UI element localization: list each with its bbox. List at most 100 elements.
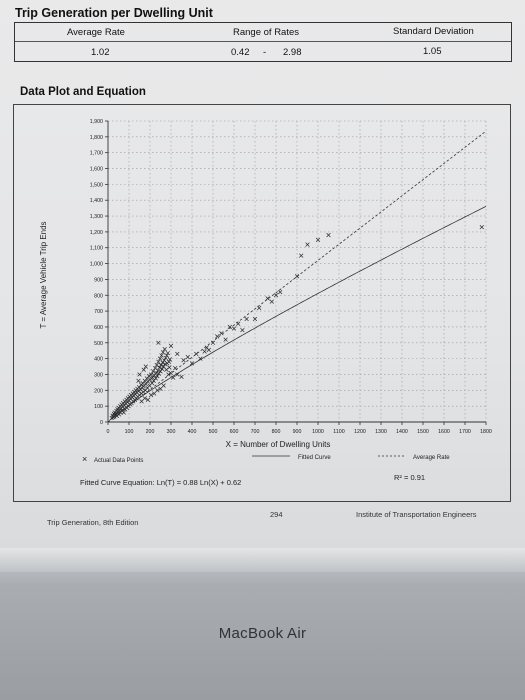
scatter-chart: 0 100 200 300 400 500 600 700 800 900 1,000 1,100 1,…: [39, 119, 492, 487]
y-tick-label: 0: [100, 420, 103, 426]
data-point: [166, 372, 171, 377]
data-point-stroke: [240, 327, 245, 333]
data-point: [143, 364, 148, 369]
data-point-stroke: [114, 413, 119, 419]
data-point: [154, 370, 159, 376]
data-point-stroke: [153, 365, 158, 371]
data-point: [167, 365, 172, 370]
y-tick-label: 1,200: [90, 230, 103, 236]
data-point: [160, 366, 165, 372]
data-point: [181, 358, 186, 363]
data-point: [150, 375, 155, 380]
data-point-stroke: [223, 337, 228, 342]
data-point: [202, 349, 207, 354]
y-tick-label: 1,900: [90, 119, 103, 125]
data-point-stroke: [161, 383, 166, 388]
y-tick-label: 500: [94, 341, 103, 347]
data-point-stroke: [273, 293, 279, 298]
data-point: [151, 369, 156, 374]
x-tick-label: 300: [167, 429, 176, 435]
data-point-stroke: [150, 375, 155, 380]
range-low-value: 0.42: [231, 47, 250, 58]
y-tick-label: 400: [94, 357, 103, 363]
data-point: [223, 337, 228, 342]
data-point: [166, 359, 172, 364]
data-point-stroke: [142, 396, 147, 401]
x-tick-label: 600: [230, 429, 239, 435]
data-point: [136, 378, 141, 383]
x-tick-label: 1200: [354, 429, 366, 435]
y-tick-label: 1,500: [90, 182, 103, 188]
data-point-stroke: [164, 353, 169, 358]
data-point: [158, 369, 163, 374]
data-point: [231, 326, 237, 331]
y-tick-label: 300: [94, 372, 103, 378]
x-tick-label: 500: [209, 429, 218, 435]
data-point-stroke: [227, 324, 232, 330]
y-tick-label: 1,400: [90, 198, 103, 204]
data-point: [269, 299, 274, 304]
data-point: [155, 373, 160, 379]
data-point: [206, 347, 211, 353]
y-tick-label: 1,800: [90, 135, 103, 141]
data-point-stroke: [143, 364, 148, 369]
data-point: [252, 316, 258, 322]
data-point: [160, 350, 166, 355]
data-point-stroke: [165, 350, 170, 356]
data-point: [157, 365, 162, 370]
fitted-curve-equation: Fitted Curve Equation: Ln(T) = 0.88 Ln(X…: [80, 478, 241, 487]
data-point: [159, 353, 164, 358]
data-point-stroke: [305, 242, 310, 247]
data-point-stroke: [160, 360, 165, 365]
data-point: [155, 388, 160, 393]
data-point: [142, 396, 147, 401]
x-tick-label: 800: [272, 429, 281, 435]
data-point: [161, 383, 166, 388]
x-axis-label: X = Number of Dwelling Units: [226, 440, 331, 449]
data-point-stroke: [269, 299, 274, 304]
data-point-stroke: [252, 316, 258, 322]
data-point-stroke: [163, 355, 168, 360]
data-point-stroke: [299, 253, 304, 258]
data-point: [165, 350, 170, 356]
x-tick-label: 900: [293, 429, 302, 435]
data-point-stroke: [215, 334, 220, 339]
x-tick-label: 1600: [438, 429, 450, 435]
data-point-stroke: [479, 224, 484, 230]
data-point: [273, 293, 279, 298]
data-point: [185, 354, 190, 360]
data-point: [168, 370, 173, 376]
header-average-rate: Average Rate: [67, 27, 125, 38]
data-point: [141, 367, 146, 372]
data-point: [146, 373, 152, 379]
plot-frame: [13, 104, 511, 502]
data-point: [168, 343, 174, 349]
data-point-stroke: [160, 350, 166, 355]
data-point-stroke: [162, 358, 167, 363]
average-rate-value: 1.02: [91, 47, 110, 58]
data-point: [137, 372, 142, 377]
data-point-stroke: [141, 389, 146, 395]
laptop-bezel: [0, 548, 525, 700]
data-point: [153, 376, 159, 381]
data-point-stroke: [231, 326, 237, 331]
y-tick-label: 1,000: [90, 262, 103, 268]
bezel-strip: [0, 548, 525, 572]
data-point-stroke: [170, 375, 176, 380]
data-point: [240, 327, 245, 333]
data-point-stroke: [244, 316, 249, 322]
data-point-stroke: [151, 369, 156, 374]
y-tick-label: 1,600: [90, 167, 103, 173]
data-point-stroke: [148, 392, 154, 398]
data-point-stroke: [141, 367, 146, 372]
x-tick-label: 1500: [417, 429, 429, 435]
x-tick-label: 0: [107, 429, 110, 435]
data-point-stroke: [164, 367, 169, 372]
data-point-stroke: [257, 305, 262, 311]
y-tick-label: 600: [94, 325, 103, 331]
curves: [107, 130, 487, 423]
data-point-stroke: [158, 362, 164, 368]
data-point-stroke: [185, 354, 190, 360]
legend-actual-label: Actual Data Points: [94, 458, 143, 464]
data-point: [278, 289, 283, 295]
